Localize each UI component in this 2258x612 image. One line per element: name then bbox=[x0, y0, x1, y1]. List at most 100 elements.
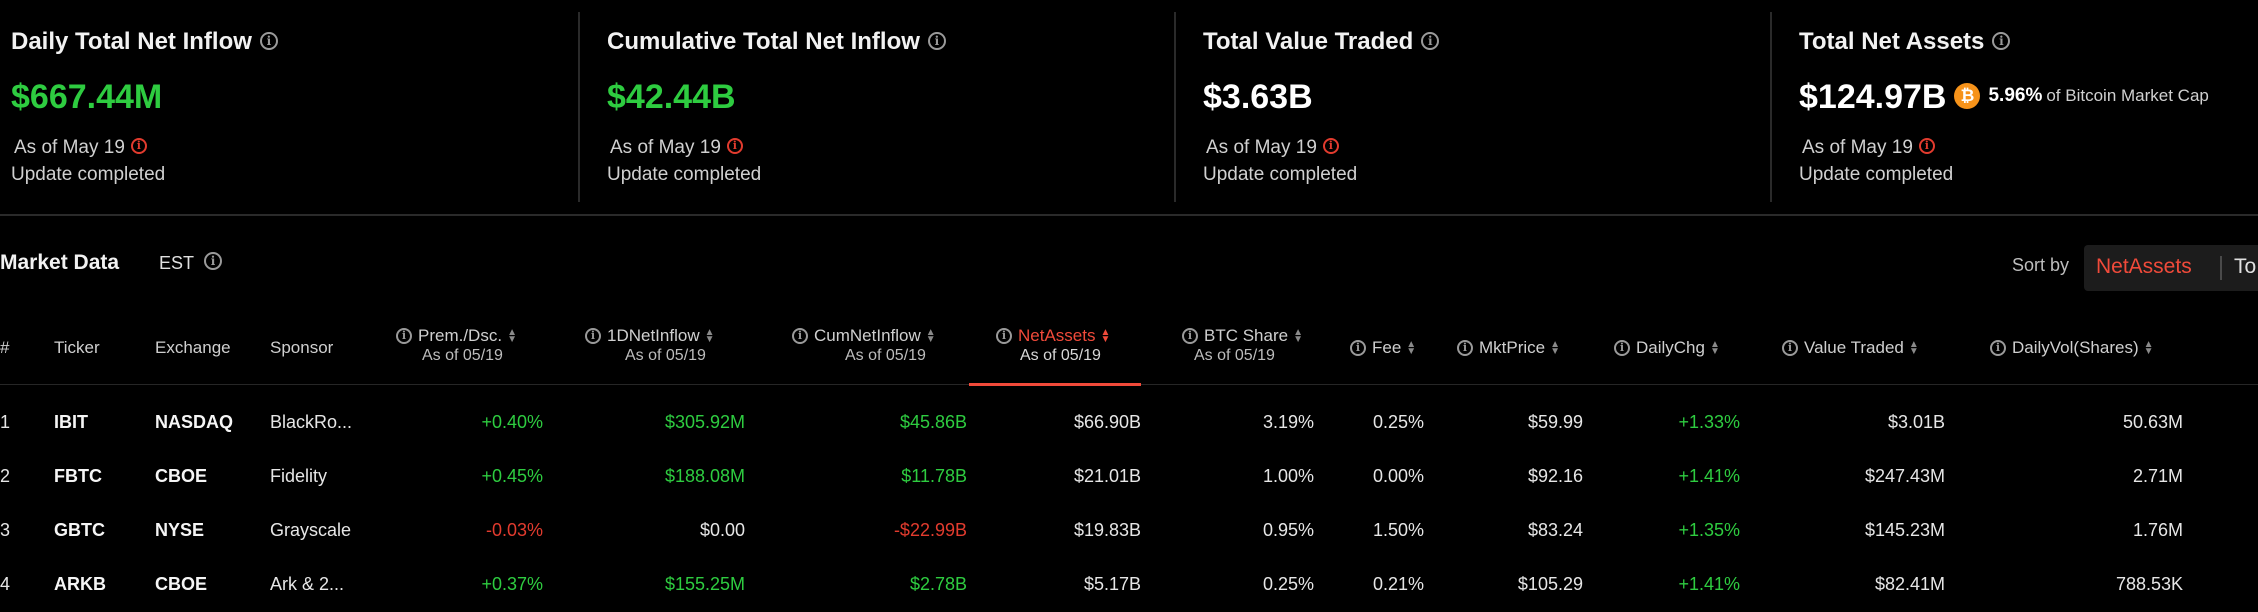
cell-fee: 0.21% bbox=[1372, 574, 1424, 594]
update-status: Update completed bbox=[11, 164, 166, 185]
stat-title: Cumulative Total Net Inflow i bbox=[607, 28, 946, 56]
as-of-text: As of May 19 bbox=[1802, 137, 1913, 158]
cell-daily-chg: +1.33% bbox=[1678, 412, 1740, 432]
cell-daily-chg: +1.41% bbox=[1678, 466, 1740, 486]
update-status: Update completed bbox=[1799, 164, 1954, 185]
cell-ticker[interactable]: ARKB bbox=[54, 574, 106, 594]
sort-arrows-icon: ▲ ▼ bbox=[704, 326, 715, 345]
col-header-mkt-price[interactable]: i MktPrice ▲ ▼ bbox=[1457, 338, 1560, 358]
stat-value: $667.44M bbox=[11, 78, 163, 116]
cell-premium: +0.45% bbox=[481, 466, 543, 486]
cell-exchange: CBOE bbox=[155, 574, 208, 594]
stat-as-of: As of May 19 i bbox=[14, 137, 147, 159]
cell-sponsor: Ark & 2... bbox=[270, 574, 345, 594]
cell-cum-inflow: $45.86B bbox=[899, 412, 967, 432]
table-row[interactable]: 1 IBIT NASDAQ BlackRo... +0.40% $305.92M… bbox=[0, 396, 2258, 450]
col-header-net-assets[interactable]: i NetAssets ▲ ▼ As of 05/19 bbox=[996, 326, 1110, 366]
col-header-label: MktPrice bbox=[1479, 338, 1546, 357]
cell-num: 4 bbox=[0, 574, 11, 594]
stat-value: $3.63B bbox=[1203, 78, 1313, 116]
cell-1d-inflow: $155.25M bbox=[664, 574, 745, 594]
sort-by-label: Sort by bbox=[2012, 255, 2070, 275]
sort-option-total[interactable]: To bbox=[2234, 255, 2257, 278]
card-divider bbox=[578, 12, 580, 202]
table-row[interactable]: 2 FBTC CBOE Fidelity +0.45% $188.08M $11… bbox=[0, 450, 2258, 504]
table-row[interactable]: 3 GBTC NYSE Grayscale -0.03% $0.00 -$22.… bbox=[0, 504, 2258, 558]
info-icon[interactable]: i bbox=[259, 31, 278, 50]
market-data-header: Market Data EST i Sort by NetAssets To bbox=[0, 245, 2258, 291]
bitcoin-coin-icon: ₿ bbox=[1954, 83, 1981, 110]
col-header-label: NetAssets bbox=[1018, 326, 1096, 345]
info-icon[interactable]: i bbox=[1421, 31, 1440, 50]
col-header-daily-vol[interactable]: i DailyVol(Shares) ▲ ▼ bbox=[1990, 338, 2154, 358]
cell-premium: +0.37% bbox=[481, 574, 543, 594]
cell-btc-share: 0.25% bbox=[1262, 574, 1314, 594]
info-icon[interactable]: i bbox=[1782, 339, 1798, 356]
cell-daily-vol: 2.71M bbox=[2132, 466, 2183, 486]
alert-circle-icon[interactable]: i bbox=[130, 137, 147, 154]
sort-option-netassets[interactable]: NetAssets bbox=[2096, 255, 2192, 278]
col-header-label: Value Traded bbox=[1804, 338, 1904, 357]
info-icon[interactable]: i bbox=[1182, 327, 1198, 344]
col-header-premium[interactable]: i Prem./Dsc. ▲ ▼ As of 05/19 bbox=[396, 326, 517, 366]
cell-net-assets: $5.17B bbox=[1083, 574, 1141, 594]
col-header-daily-chg[interactable]: i DailyChg ▲ ▼ bbox=[1614, 338, 1720, 358]
stat-card-value-traded: Total Value Traded i $3.63B As of May 19 i… bbox=[1203, 0, 1763, 205]
col-header-label: BTC Share bbox=[1204, 326, 1289, 345]
info-icon[interactable]: i bbox=[1992, 31, 2011, 50]
col-header-sub: As of 05/19 bbox=[1020, 347, 1101, 364]
col-header-1d-inflow[interactable]: i 1DNetInflow ▲ ▼ As of 05/19 bbox=[585, 326, 715, 366]
info-icon[interactable]: i bbox=[792, 327, 808, 344]
alert-circle-icon[interactable]: i bbox=[1322, 137, 1339, 154]
cell-ticker[interactable]: FBTC bbox=[54, 466, 102, 486]
info-icon[interactable]: i bbox=[1614, 339, 1630, 356]
market-data-title: Market Data bbox=[0, 251, 120, 274]
cell-fee: 1.50% bbox=[1372, 520, 1424, 540]
cell-cum-inflow: -$22.99B bbox=[893, 520, 967, 540]
col-header-sub: As of 05/19 bbox=[1194, 347, 1275, 364]
cell-ticker[interactable]: GBTC bbox=[54, 520, 105, 540]
col-header-exchange[interactable]: Exchange bbox=[155, 338, 231, 357]
stat-card-net-assets: Total Net Assets i $124.97B ₿ 5.96% of Bitco… bbox=[1799, 0, 2258, 205]
alert-circle-icon[interactable]: i bbox=[726, 137, 743, 154]
col-header-value-traded[interactable]: i Value Traded ▲ ▼ bbox=[1782, 338, 1919, 358]
cell-exchange: NYSE bbox=[155, 520, 205, 540]
sort-separator bbox=[2220, 256, 2222, 280]
table-row[interactable]: 4 ARKB CBOE Ark & 2... +0.37% $155.25M $… bbox=[0, 558, 2258, 612]
info-icon[interactable]: i bbox=[1350, 339, 1366, 356]
info-icon[interactable]: i bbox=[396, 327, 412, 344]
sort-selector: NetAssets To bbox=[2084, 245, 2258, 291]
info-icon[interactable]: i bbox=[996, 327, 1012, 344]
alert-circle-icon[interactable]: i bbox=[1918, 137, 1935, 154]
col-header-label: DailyVol(Shares) bbox=[2012, 338, 2139, 357]
update-status: Update completed bbox=[607, 164, 762, 185]
cell-daily-chg: +1.41% bbox=[1678, 574, 1740, 594]
info-icon[interactable]: i bbox=[585, 327, 601, 344]
col-header-sponsor[interactable]: Sponsor bbox=[270, 338, 334, 357]
stat-card-daily-inflow: Daily Total Net Inflow i $667.44M As of M… bbox=[11, 0, 571, 205]
stat-title-text: Daily Total Net Inflow bbox=[11, 28, 252, 55]
cell-mkt-price: $59.99 bbox=[1527, 412, 1583, 432]
cell-ticker[interactable]: IBIT bbox=[54, 412, 88, 432]
info-icon[interactable]: i bbox=[927, 31, 946, 50]
cell-num: 2 bbox=[0, 466, 11, 486]
as-of-text: As of May 19 bbox=[14, 137, 125, 158]
info-icon[interactable]: i bbox=[1990, 339, 2006, 356]
col-header-num: # bbox=[0, 338, 10, 357]
col-header-btc-share[interactable]: i BTC Share ▲ ▼ As of 05/19 bbox=[1182, 326, 1303, 366]
cell-value-traded: $3.01B bbox=[1887, 412, 1945, 432]
cell-premium: -0.03% bbox=[485, 520, 543, 540]
stat-value: $42.44B bbox=[607, 78, 736, 116]
cell-premium: +0.40% bbox=[481, 412, 543, 432]
timezone-label: EST bbox=[159, 253, 195, 273]
info-icon[interactable]: i bbox=[204, 252, 222, 270]
info-icon[interactable]: i bbox=[1457, 339, 1473, 356]
cell-mkt-price: $83.24 bbox=[1527, 520, 1583, 540]
cell-cum-inflow: $2.78B bbox=[909, 574, 967, 594]
col-header-fee[interactable]: i Fee ▲ ▼ bbox=[1350, 338, 1416, 358]
stat-value-text: $124.97B bbox=[1799, 78, 1947, 116]
col-header-ticker[interactable]: Ticker bbox=[54, 338, 100, 357]
cell-daily-vol: 50.63M bbox=[2122, 412, 2183, 432]
cell-daily-vol: 788.53K bbox=[2115, 574, 2183, 594]
col-header-cum-inflow[interactable]: i CumNetInflow ▲ ▼ As of 05/19 bbox=[792, 326, 936, 366]
